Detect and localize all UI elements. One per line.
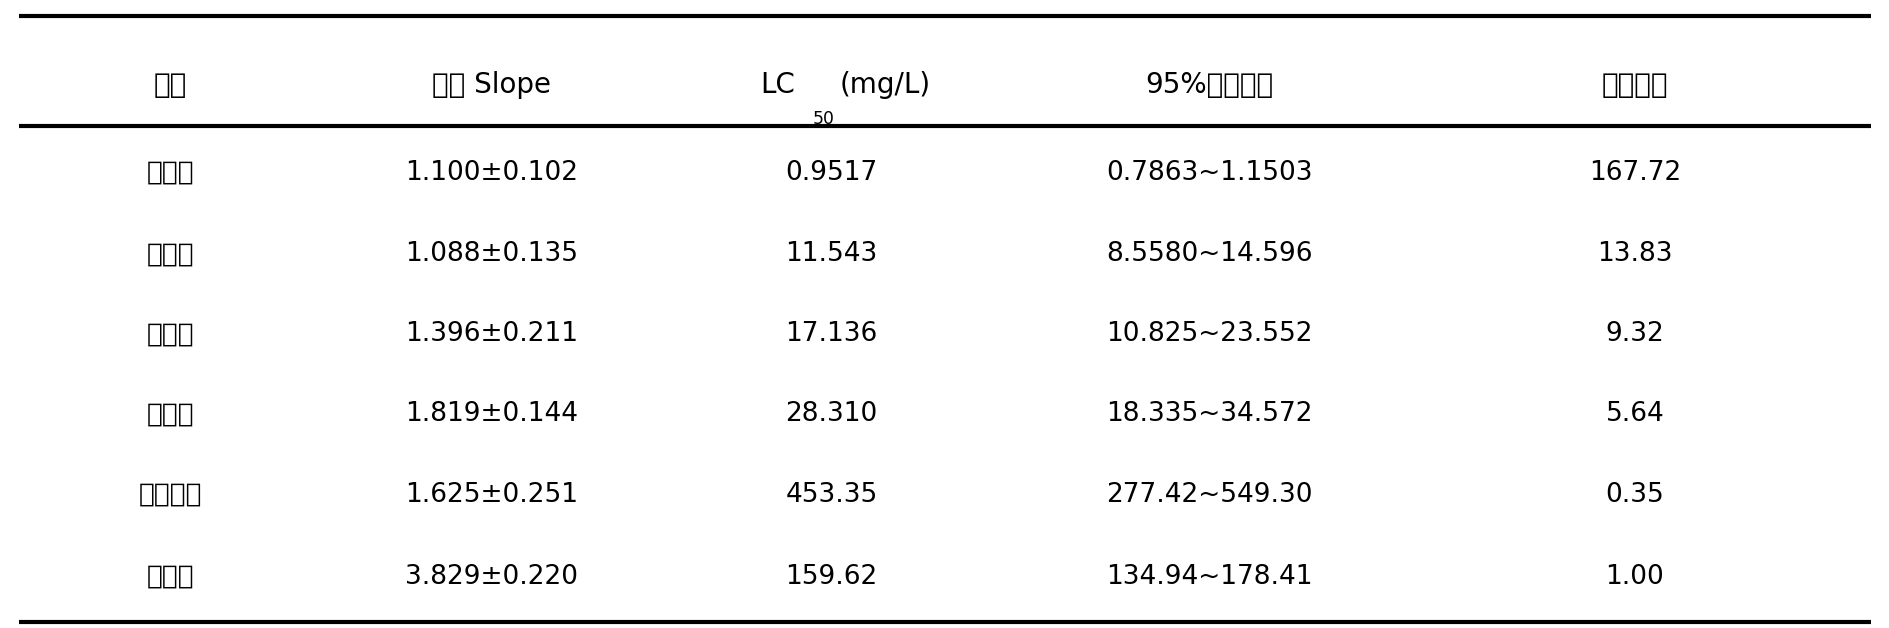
Text: 11.543: 11.543 — [786, 241, 876, 268]
Text: 0.7863~1.1503: 0.7863~1.1503 — [1105, 160, 1313, 186]
Text: 灭多威: 灭多威 — [145, 401, 195, 428]
Text: 453.35: 453.35 — [786, 482, 876, 508]
Text: 毒力倍数: 毒力倍数 — [1600, 71, 1668, 99]
Text: 吡虫啉: 吡虫啉 — [145, 321, 195, 347]
Text: 哒螨灵: 哒螨灵 — [145, 160, 195, 186]
Text: 13.83: 13.83 — [1596, 241, 1672, 268]
Text: 1.625±0.251: 1.625±0.251 — [404, 482, 578, 508]
Text: 1.088±0.135: 1.088±0.135 — [404, 241, 578, 268]
Text: 28.310: 28.310 — [786, 401, 876, 428]
Text: 螺虫乙酯: 螺虫乙酯 — [138, 482, 202, 508]
Text: LC: LC — [759, 71, 793, 99]
Text: 啶虫咪: 啶虫咪 — [145, 241, 195, 268]
Text: 1.100±0.102: 1.100±0.102 — [404, 160, 578, 186]
Text: 134.94~178.41: 134.94~178.41 — [1105, 563, 1313, 590]
Text: 8.5580~14.596: 8.5580~14.596 — [1105, 241, 1313, 268]
Text: 10.825~23.552: 10.825~23.552 — [1105, 321, 1313, 347]
Text: 277.42~549.30: 277.42~549.30 — [1105, 482, 1313, 508]
Text: 1.00: 1.00 — [1604, 563, 1664, 590]
Text: 5.64: 5.64 — [1604, 401, 1664, 428]
Text: 药剂: 药剂 — [153, 71, 187, 99]
Text: 3.829±0.220: 3.829±0.220 — [404, 563, 578, 590]
Text: 9.32: 9.32 — [1604, 321, 1664, 347]
Text: 50: 50 — [812, 111, 835, 128]
Text: 0.35: 0.35 — [1604, 482, 1664, 508]
Text: 17.136: 17.136 — [786, 321, 876, 347]
Text: 1.396±0.211: 1.396±0.211 — [404, 321, 578, 347]
Text: 167.72: 167.72 — [1589, 160, 1679, 186]
Text: (mg/L): (mg/L) — [839, 71, 929, 99]
Text: 斜率 Slope: 斜率 Slope — [433, 71, 550, 99]
Text: 毒死蜱: 毒死蜱 — [145, 563, 195, 590]
Text: 1.819±0.144: 1.819±0.144 — [404, 401, 578, 428]
Text: 159.62: 159.62 — [786, 563, 876, 590]
Text: 18.335~34.572: 18.335~34.572 — [1105, 401, 1313, 428]
Text: 0.9517: 0.9517 — [786, 160, 876, 186]
Text: 95%置信区间: 95%置信区间 — [1145, 71, 1273, 99]
